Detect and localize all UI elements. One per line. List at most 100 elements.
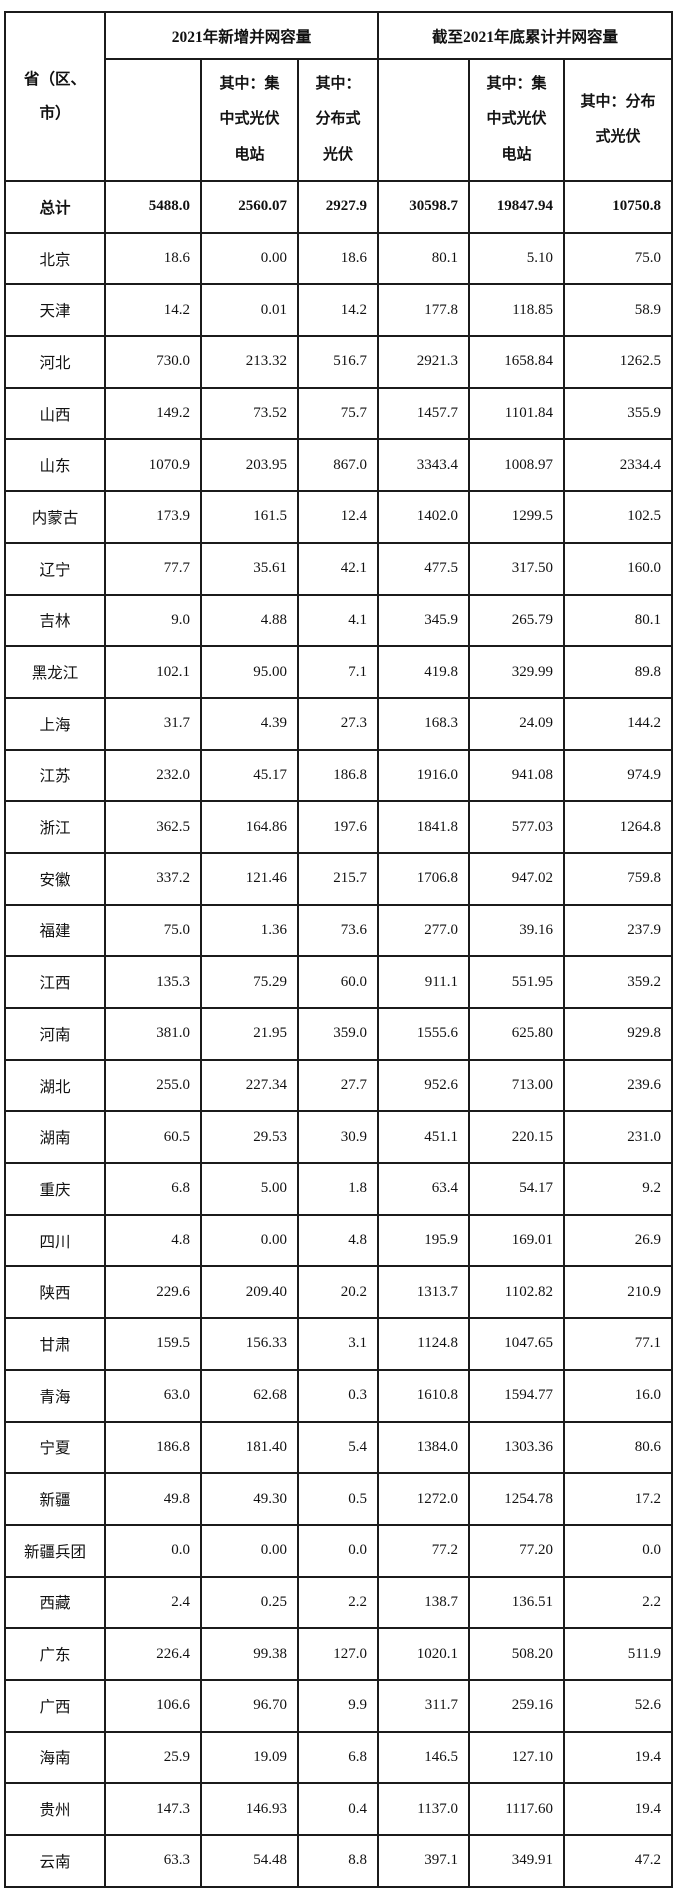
value-cell: 5.10 (468, 231, 565, 286)
value-cell: 96.70 (200, 1678, 299, 1733)
value-cell: 213.32 (200, 335, 299, 389)
table-row: 山东 1070.9 203.95 867.0 3343.4 1008.97 2334.4 (4, 438, 673, 493)
province-label: 广东 (4, 1627, 106, 1681)
value-cell: 255.0 (104, 1058, 202, 1113)
value-cell: 1313.7 (377, 1265, 470, 1320)
value-cell: 237.9 (563, 903, 673, 958)
value-cell: 75.29 (200, 955, 299, 1009)
value-cell: 1124.8 (377, 1317, 470, 1371)
value-cell: 516.7 (297, 335, 379, 389)
table-row: 广西 106.6 96.70 9.9 311.7 259.16 52.6 (4, 1678, 673, 1733)
value-cell: 18.6 (104, 231, 202, 286)
value-cell: 227.34 (200, 1058, 299, 1113)
value-cell: 317.50 (468, 541, 565, 596)
value-cell: 138.7 (377, 1575, 470, 1630)
province-label: 山东 (4, 438, 106, 493)
value-cell: 1594.77 (468, 1368, 565, 1423)
value-cell: 73.6 (297, 903, 379, 958)
value-cell: 1299.5 (468, 490, 565, 544)
value-cell: 164.86 (200, 800, 299, 854)
subheader-cumulative-centralized: 其中：集 中式光伏 电站 (468, 58, 565, 182)
value-cell: 0.4 (297, 1782, 379, 1836)
table-row: 北京 18.6 0.00 18.6 80.1 5.10 75.0 (4, 231, 673, 286)
value-cell: 45.17 (200, 748, 299, 803)
value-cell: 0.5 (297, 1472, 379, 1526)
table-row: 陕西 229.6 209.40 20.2 1313.7 1102.82 210.9 (4, 1265, 673, 1320)
value-cell: 136.51 (468, 1575, 565, 1630)
value-cell: 5.00 (200, 1162, 299, 1216)
value-cell: 27.3 (297, 696, 379, 751)
table-row: 吉林 9.0 4.88 4.1 345.9 265.79 80.1 (4, 593, 673, 648)
value-cell: 47.2 (563, 1834, 673, 1888)
table-row: 宁夏 186.8 181.40 5.4 1384.0 1303.36 80.6 (4, 1420, 673, 1475)
value-cell: 73.52 (200, 386, 299, 441)
value-cell: 359.2 (563, 955, 673, 1009)
value-cell: 1384.0 (377, 1420, 470, 1475)
value-cell: 146.93 (200, 1782, 299, 1836)
value-cell: 362.5 (104, 800, 202, 854)
value-cell: 89.8 (563, 645, 673, 699)
province-label: 宁夏 (4, 1420, 106, 1475)
value-cell: 4.8 (297, 1213, 379, 1268)
value-cell: 102.1 (104, 645, 202, 699)
province-label: 新疆兵团 (4, 1523, 106, 1578)
value-cell: 2.2 (297, 1575, 379, 1630)
subheader-new-total (104, 58, 202, 182)
value-cell: 551.95 (468, 955, 565, 1009)
value-cell: 42.1 (297, 541, 379, 596)
table-row: 江苏 232.0 45.17 186.8 1916.0 941.08 974.9 (4, 748, 673, 803)
value-cell: 160.0 (563, 541, 673, 596)
table-row: 四川 4.8 0.00 4.8 195.9 169.01 26.9 (4, 1213, 673, 1268)
province-label: 湖南 (4, 1110, 106, 1165)
value-cell: 215.7 (297, 851, 379, 906)
value-cell: 54.17 (468, 1162, 565, 1216)
province-label: 内蒙古 (4, 490, 106, 544)
value-cell: 161.5 (200, 490, 299, 544)
value-cell: 381.0 (104, 1007, 202, 1061)
value-cell: 62.68 (200, 1368, 299, 1423)
value-cell: 75.7 (297, 386, 379, 441)
value-cell: 625.80 (468, 1007, 565, 1061)
table-row: 西藏 2.4 0.25 2.2 138.7 136.51 2.2 (4, 1575, 673, 1630)
value-cell: 4.1 (297, 593, 379, 648)
table-row: 新疆兵团 0.0 0.00 0.0 77.2 77.20 0.0 (4, 1523, 673, 1578)
value-cell: 63.4 (377, 1162, 470, 1216)
table-row: 天津 14.2 0.01 14.2 177.8 118.85 58.9 (4, 283, 673, 338)
value-cell: 63.0 (104, 1368, 202, 1423)
value-cell: 197.6 (297, 800, 379, 854)
value-cell: 9.9 (297, 1678, 379, 1733)
table-row: 山西 149.2 73.52 75.7 1457.7 1101.84 355.9 (4, 386, 673, 441)
value-cell: 102.5 (563, 490, 673, 544)
province-label: 四川 (4, 1213, 106, 1268)
table-row: 重庆 6.8 5.00 1.8 63.4 54.17 9.2 (4, 1162, 673, 1216)
province-label: 海南 (4, 1730, 106, 1785)
subheader-cumulative-distributed: 其中：分布 式光伏 (563, 58, 673, 182)
value-cell: 3343.4 (377, 438, 470, 493)
value-cell: 75.0 (563, 231, 673, 286)
value-cell: 345.9 (377, 593, 470, 648)
subheader-cumulative-total (377, 58, 470, 182)
value-cell: 18.6 (297, 231, 379, 286)
value-cell: 2560.07 (200, 180, 299, 234)
pv-grid-capacity-table: 省（区、 市） 2021年新增并网容量 截至2021年底累计并网容量 其中：集 … (4, 11, 673, 1888)
value-cell: 1262.5 (563, 335, 673, 389)
value-cell: 52.6 (563, 1678, 673, 1733)
subheader-new-centralized: 其中：集 中式光伏 电站 (200, 58, 299, 182)
value-cell: 759.8 (563, 851, 673, 906)
province-label: 山西 (4, 386, 106, 441)
group-header-new-2021: 2021年新增并网容量 (104, 11, 379, 60)
value-cell: 265.79 (468, 593, 565, 648)
value-cell: 8.8 (297, 1834, 379, 1888)
value-cell: 974.9 (563, 748, 673, 803)
value-cell: 25.9 (104, 1730, 202, 1785)
value-cell: 127.10 (468, 1730, 565, 1785)
value-cell: 329.99 (468, 645, 565, 699)
table-row: 河南 381.0 21.95 359.0 1555.6 625.80 929.8 (4, 1007, 673, 1061)
value-cell: 359.0 (297, 1007, 379, 1061)
value-cell: 1264.8 (563, 800, 673, 854)
value-cell: 127.0 (297, 1627, 379, 1681)
table-row: 云南 63.3 54.48 8.8 397.1 349.91 47.2 (4, 1834, 673, 1888)
value-cell: 26.9 (563, 1213, 673, 1268)
value-cell: 239.6 (563, 1058, 673, 1113)
